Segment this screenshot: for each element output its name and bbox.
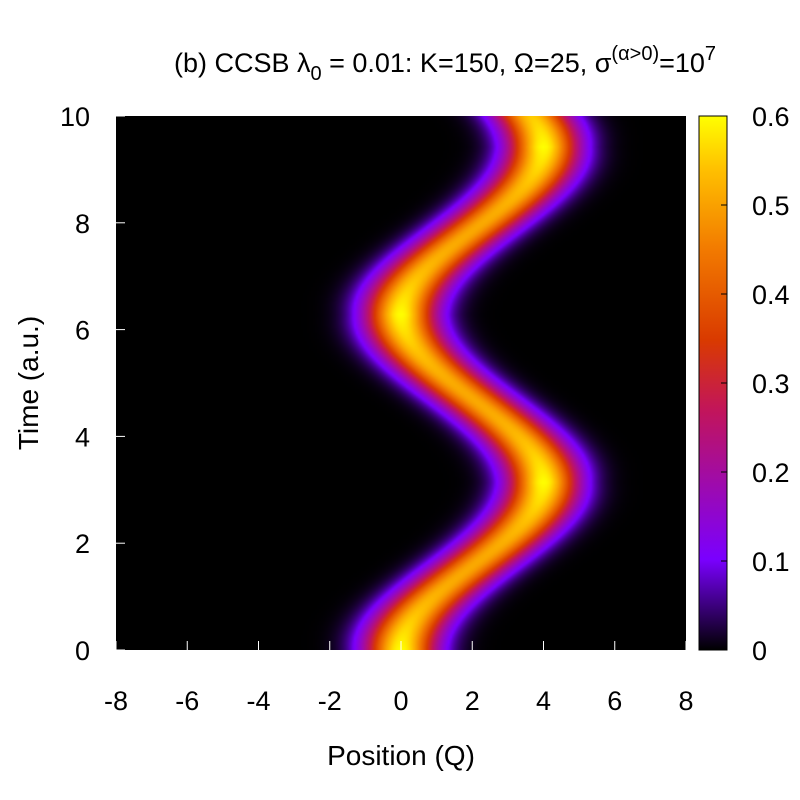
y-tick-label: 8 (75, 209, 90, 239)
colorbar-tick-label: 0.6 (752, 102, 790, 132)
y-axis-ticks: 0 2 4 6 8 10 (60, 102, 125, 666)
x-tick-label: 6 (607, 686, 622, 716)
title-main: (b) CCSB λ (174, 48, 311, 78)
y-tick-label: 2 (75, 529, 90, 559)
title-eq: =10 (659, 48, 705, 78)
y-tick-label: 0 (75, 636, 90, 666)
title-exponent-superscript: 7 (705, 43, 716, 65)
y-tick-label: 6 (75, 316, 90, 346)
x-tick-label: 4 (536, 686, 551, 716)
colorbar-tick-label: 0 (752, 636, 767, 666)
title-sigma-superscript: (α>0) (611, 43, 659, 65)
colorbar-tick-label: 0.4 (752, 280, 790, 310)
chart-title: (b) CCSB λ0 = 0.01: K=150, Ω=25, σ(α>0)=… (174, 43, 716, 85)
y-tick-label: 4 (75, 422, 90, 452)
title-mid: = 0.01: K=150, Ω=25, σ (322, 48, 612, 78)
x-tick-label: 2 (465, 686, 480, 716)
y-tick-label: 10 (60, 102, 90, 132)
x-tick-label: -6 (175, 686, 199, 716)
x-tick-label: 8 (678, 686, 693, 716)
x-axis-label: Position (Q) (327, 740, 475, 771)
heatmap-canvas (116, 116, 686, 650)
heatmap-image (116, 116, 686, 650)
x-tick-label: -2 (318, 686, 342, 716)
x-axis-ticks: -8 -6 -4 -2 0 2 4 6 8 (104, 641, 694, 716)
x-tick-label: -8 (104, 686, 128, 716)
colorbar-tick-label: 0.5 (752, 191, 790, 221)
colorbar-tick-label: 0.3 (752, 369, 790, 399)
colorbar-ticks: 0 0.1 0.2 0.3 0.4 0.5 0.6 (721, 102, 790, 666)
x-tick-label: -4 (246, 686, 270, 716)
colorbar-tick-label: 0.1 (752, 547, 790, 577)
colorbar-tick-label: 0.2 (752, 458, 790, 488)
x-tick-label: 0 (393, 686, 408, 716)
y-axis-label: Time (a.u.) (13, 316, 44, 450)
title-lambda-subscript: 0 (310, 63, 321, 85)
